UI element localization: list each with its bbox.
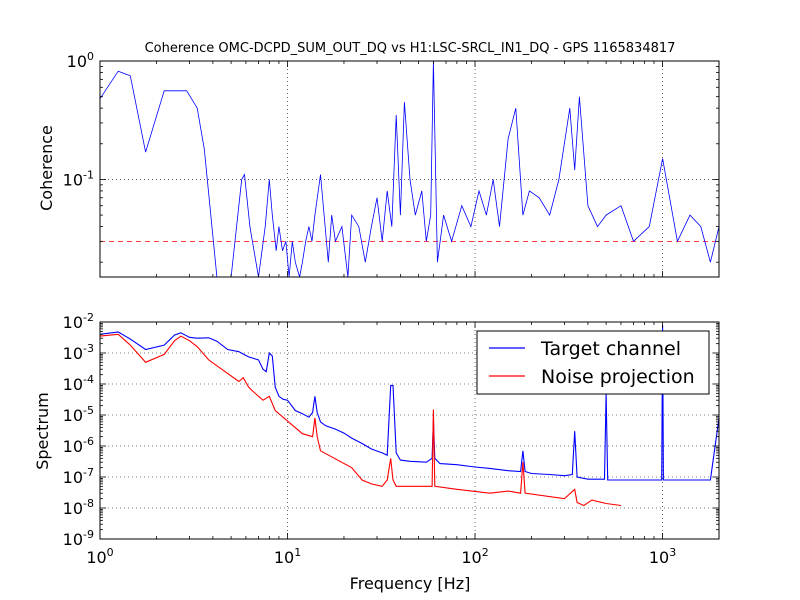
spectrum-y-tick-label: 10-2 [63, 311, 94, 332]
coherence-plot: 100 10-1 [63, 50, 720, 278]
spectrum-y-tick-label: 10-3 [63, 342, 94, 363]
coherence-series-0 [100, 61, 719, 277]
spectrum-series-target-channel [100, 324, 719, 481]
legend-box [476, 330, 710, 395]
spectrum-y-tick-label: 10-6 [63, 435, 94, 456]
spectrum-x-tick-label: 101 [274, 546, 301, 567]
legend-target-label: Target channel [540, 338, 681, 360]
x-axis-label: Frequency [Hz] [350, 574, 471, 593]
spectrum-plot-frame [99, 321, 720, 540]
spectrum-y-tick-label: 10-4 [63, 373, 94, 394]
spectrum-y-tick-label: 10-7 [63, 466, 94, 487]
spectrum-y-tick-label: 10-5 [63, 404, 94, 425]
coherence-title: Coherence OMC-DCPD_SUM_OUT_DQ vs H1:LSC-… [145, 41, 676, 56]
spectrum-y-tick-label: 10-8 [63, 497, 94, 518]
legend-noise-label: Noise projection [541, 366, 695, 388]
coherence-plot-frame [99, 60, 720, 278]
coherence-y-label: Coherence [37, 125, 56, 211]
coherence-y-tick-label: 10-1 [63, 168, 94, 189]
spectrum-x-tick-label: 102 [461, 546, 488, 567]
spectrum-series-noise-projection [100, 333, 622, 507]
spectrum-y-tick-label: 10-9 [63, 528, 94, 549]
spectrum-y-label: Spectrum [33, 392, 52, 470]
spectrum-x-tick-label: 103 [649, 546, 676, 567]
legend: Target channel Noise projection [476, 330, 710, 395]
coherence-y-tick-label: 100 [67, 50, 94, 71]
spectrum-x-tick-label: 100 [86, 546, 113, 567]
